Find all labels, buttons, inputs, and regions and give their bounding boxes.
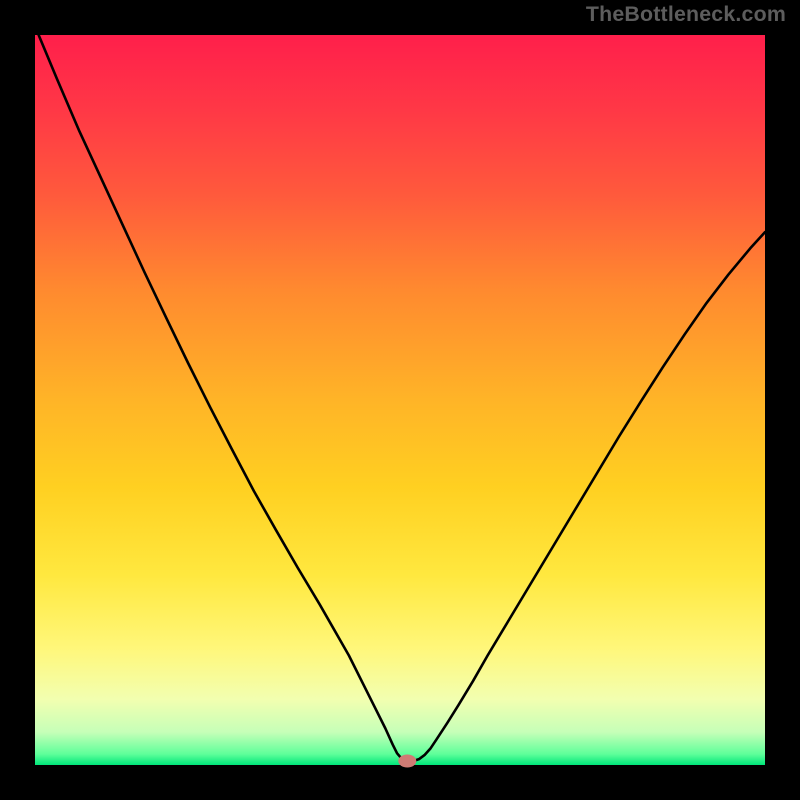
plot-background: [35, 35, 765, 765]
bottleneck-curve-chart: [0, 0, 800, 800]
watermark-label: TheBottleneck.com: [586, 2, 786, 27]
chart-canvas: TheBottleneck.com: [0, 0, 800, 800]
optimum-marker: [398, 754, 416, 767]
